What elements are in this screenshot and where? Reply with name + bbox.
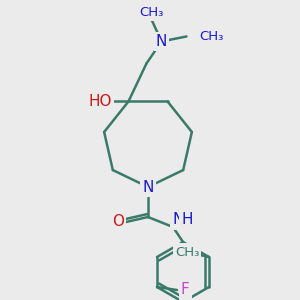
Text: N: N — [172, 212, 184, 227]
Text: F: F — [181, 283, 189, 298]
Text: H: H — [181, 212, 193, 227]
Text: CH₃: CH₃ — [200, 30, 224, 43]
Text: CH₃: CH₃ — [175, 245, 200, 259]
Text: CH₃: CH₃ — [139, 6, 164, 19]
Text: N: N — [142, 179, 154, 194]
Text: O: O — [112, 214, 124, 230]
Text: HO: HO — [89, 94, 112, 109]
Text: N: N — [156, 34, 167, 49]
